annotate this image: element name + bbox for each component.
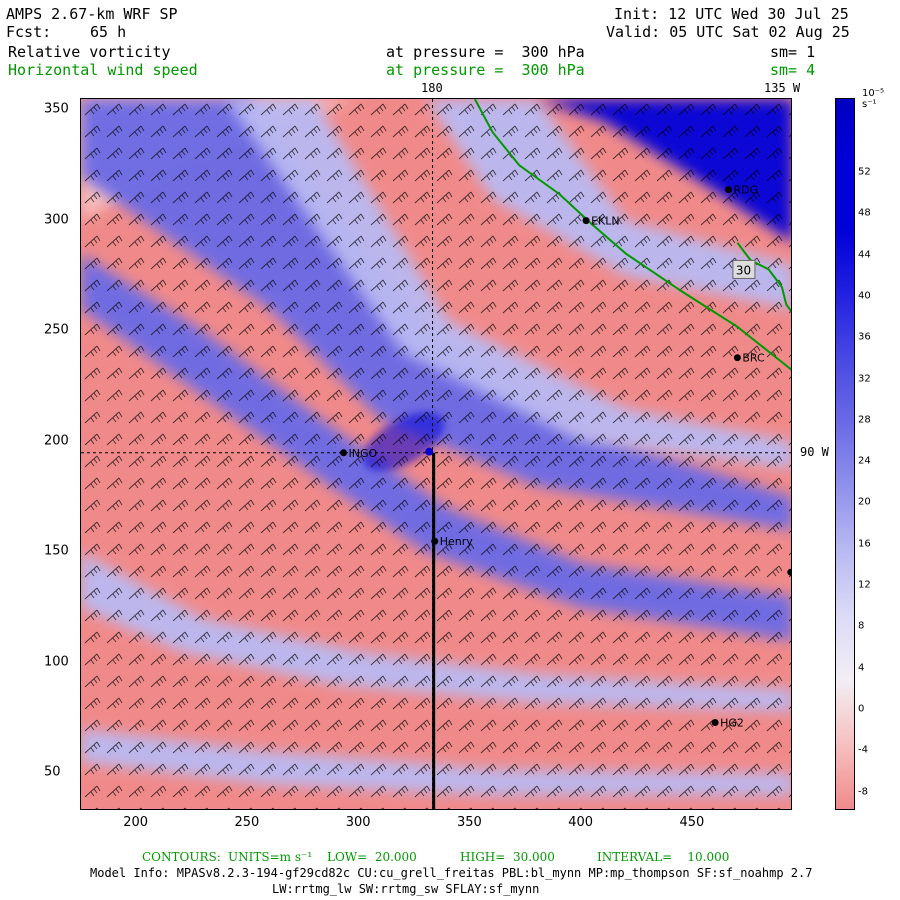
wind-barbs	[81, 99, 791, 809]
station-marker[interactable]	[340, 449, 348, 457]
vorticity-map: 30 RDG EKLN BRC INGO Henry HG2	[81, 99, 791, 809]
colorbar-tick-label: 36	[858, 331, 871, 343]
map-overlay: 30 RDG EKLN BRC INGO Henry HG2	[81, 99, 791, 809]
colorbar-tick-label: 16	[858, 538, 871, 550]
y-tick-label: 50	[44, 764, 61, 780]
contours-interval: INTERVAL= 10.000	[597, 850, 730, 864]
station-marker[interactable]	[582, 217, 590, 225]
x-tick-label: 450	[679, 815, 705, 830]
lon-135w-label: 135 W	[764, 81, 801, 95]
field1-name: Relative vorticity	[8, 43, 171, 61]
colorbar-tick-label: 32	[858, 373, 871, 384]
colorbar-tick-label: -8	[858, 786, 868, 797]
colorbar-tick-label: 24	[858, 455, 871, 467]
station-marker[interactable]	[733, 354, 741, 362]
colorbar	[835, 98, 855, 810]
model-info: Model Info: MPASv8.2.3-194-gf29cd82c CU:…	[90, 866, 813, 880]
y-tick-label: 100	[44, 654, 69, 670]
colorbar-tick-label: 52	[858, 166, 871, 178]
station-label: RDG	[733, 184, 758, 197]
field2-name: Horizontal wind speed	[8, 61, 198, 79]
x-tick-label: 200	[123, 815, 149, 830]
station-marker-edge	[787, 568, 791, 576]
x-tick-label: 400	[568, 815, 594, 830]
station-label: BRC	[742, 352, 765, 365]
colorbar-tick-label: 0	[858, 703, 865, 715]
colorbar-tick-label: 40	[858, 290, 871, 302]
lon-90w-label: 90 W	[800, 445, 829, 459]
pole-marker	[425, 447, 434, 456]
lon-180-label: 180	[421, 81, 443, 95]
colorbar-tick-label: 44	[858, 249, 871, 261]
x-tick-label: 350	[456, 815, 482, 830]
colorbar-tick-label: 20	[858, 496, 871, 508]
station-marker[interactable]	[711, 719, 719, 727]
model-title: AMPS 2.67-km WRF SP	[6, 5, 178, 23]
x-tick-label: 250	[234, 815, 260, 830]
y-tick-label: 300	[44, 212, 69, 228]
map-plot[interactable]: 30 RDG EKLN BRC INGO Henry HG2	[80, 98, 792, 810]
y-tick-label: 150	[44, 543, 69, 559]
colorbar-tick-label: 4	[858, 662, 865, 674]
init-time: Init: 12 UTC Wed 30 Jul 25	[614, 5, 849, 23]
contours-low: LOW= 20.000	[327, 850, 417, 864]
colorbar-tick-label: 8	[858, 620, 865, 632]
station-box	[732, 259, 756, 279]
colorbar-tick-label: -4	[858, 744, 868, 756]
colorbar-tick-label: 12	[858, 579, 871, 591]
station-label: INGO	[349, 447, 378, 460]
model-info-physics: LW:rrtmg_lw SW:rrtmg_sw SFLAY:sf_mynn	[272, 882, 540, 896]
field2-pressure: at pressure = 300 hPa	[386, 61, 585, 79]
station-box-label: 30	[736, 263, 751, 277]
colorbar-tick-label: 28	[858, 414, 871, 426]
colorbar-units: 10⁻⁵ s⁻¹	[862, 88, 885, 110]
contours-high: HIGH= 30.000	[460, 850, 555, 864]
field1-smoothing: sm= 1	[770, 43, 816, 61]
y-tick-label: 250	[44, 322, 69, 338]
station-label: Henry	[440, 535, 474, 548]
forecast-value: 65 h	[90, 23, 127, 41]
y-tick-label: 200	[44, 433, 69, 449]
field2-smoothing: sm= 4	[770, 61, 816, 79]
coastline	[473, 99, 791, 371]
station-label: EKLN	[591, 215, 620, 228]
station-marker[interactable]	[431, 537, 439, 545]
colorbar-tick-label: 48	[858, 207, 871, 219]
station-marker[interactable]	[724, 186, 732, 194]
coastline-east	[736, 242, 791, 313]
forecast-label: Fcst:	[6, 23, 52, 41]
field1-pressure: at pressure = 300 hPa	[386, 43, 585, 61]
x-tick-label: 300	[345, 815, 371, 830]
contours-units: UNITS=m s⁻¹	[228, 850, 313, 864]
contours-label: CONTOURS:	[142, 850, 221, 864]
y-tick-label: 350	[44, 101, 69, 117]
station-label: HG2	[720, 717, 744, 730]
valid-time: Valid: 05 UTC Sat 02 Aug 25	[606, 23, 850, 41]
